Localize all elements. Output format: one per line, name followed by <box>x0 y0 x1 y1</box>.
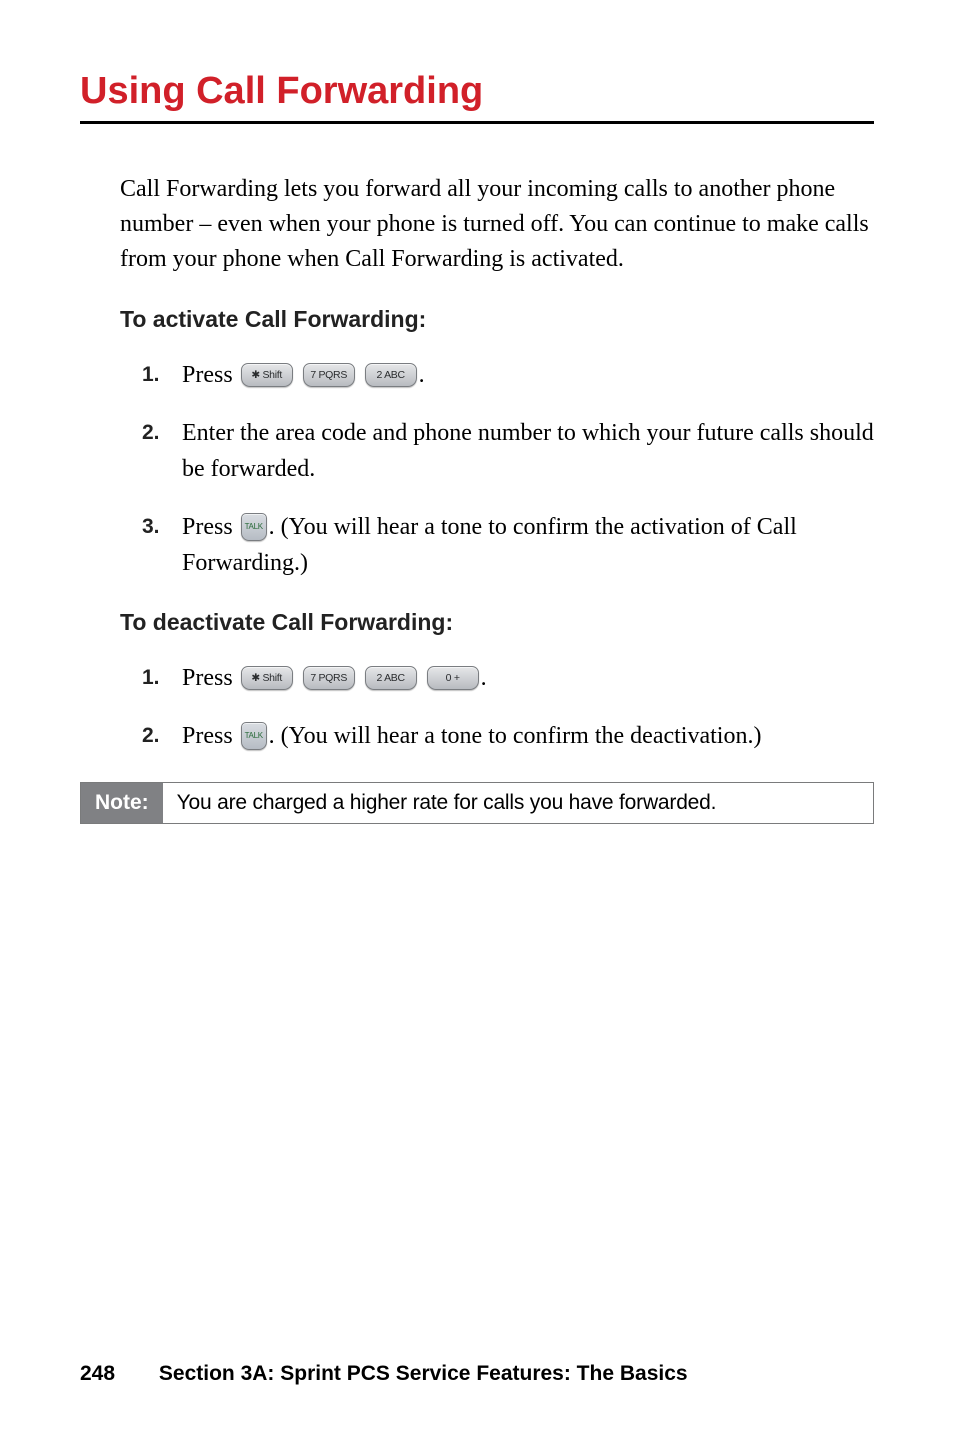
page-footer: 248 Section 3A: Sprint PCS Service Featu… <box>80 1362 874 1386</box>
section-label: Section 3A: Sprint PCS Service Features:… <box>159 1362 688 1385</box>
key-star-icon: ✱ Shift <box>241 666 293 690</box>
activate-heading: To activate Call Forwarding: <box>120 306 874 333</box>
key-talk-icon: TALK <box>241 513 267 541</box>
list-item: 3. Press TALK. (You will hear a tone to … <box>142 509 874 581</box>
step-text-post: . (You will hear a tone to confirm the d… <box>269 723 762 749</box>
page-number: 248 <box>80 1362 115 1385</box>
intro-paragraph: Call Forwarding lets you forward all you… <box>120 172 874 276</box>
key-0-icon: 0 + <box>427 666 479 690</box>
list-item: 2. Press TALK. (You will hear a tone to … <box>142 718 874 754</box>
key-7-icon: 7 PQRS <box>303 363 355 387</box>
step-number: 2. <box>142 720 160 752</box>
list-item: 1. Press ✱ Shift 7 PQRS 2 ABC. <box>142 357 874 393</box>
key-7-icon: 7 PQRS <box>303 666 355 690</box>
list-item: 1. Press ✱ Shift 7 PQRS 2 ABC 0 +. <box>142 660 874 696</box>
key-2-icon: 2 ABC <box>365 363 417 387</box>
key-star-icon: ✱ Shift <box>241 363 293 387</box>
step-text-pre: Press <box>182 514 239 540</box>
note-label: Note: <box>81 783 163 823</box>
page-title: Using Call Forwarding <box>80 70 874 113</box>
step-number: 1. <box>142 359 160 391</box>
step-text-pre: Press <box>182 362 239 388</box>
note-box: Note: You are charged a higher rate for … <box>80 782 874 824</box>
activate-steps: 1. Press ✱ Shift 7 PQRS 2 ABC. 2. Enter … <box>80 357 874 581</box>
deactivate-steps: 1. Press ✱ Shift 7 PQRS 2 ABC 0 +. 2. Pr… <box>80 660 874 754</box>
deactivate-heading: To deactivate Call Forwarding: <box>120 609 874 636</box>
step-text-post: . (You will hear a tone to confirm the a… <box>182 514 797 576</box>
step-text: Enter the area code and phone number to … <box>182 420 874 482</box>
step-number: 1. <box>142 662 160 694</box>
key-2-icon: 2 ABC <box>365 666 417 690</box>
step-number: 2. <box>142 417 160 449</box>
step-number: 3. <box>142 511 160 543</box>
title-underline <box>80 121 874 124</box>
list-item: 2. Enter the area code and phone number … <box>142 415 874 487</box>
step-text-pre: Press <box>182 665 239 691</box>
note-text: You are charged a higher rate for calls … <box>163 783 731 823</box>
key-talk-icon: TALK <box>241 722 267 750</box>
step-text-pre: Press <box>182 723 239 749</box>
step-text-post: . <box>419 362 425 388</box>
step-text-post: . <box>481 665 487 691</box>
